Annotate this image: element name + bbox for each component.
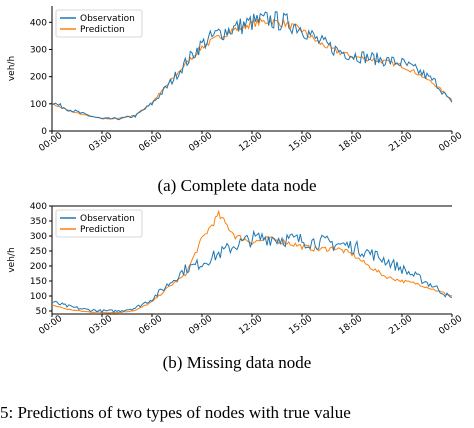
y-axis-label: veh/h xyxy=(7,247,17,272)
y-tick-label: 350 xyxy=(30,217,47,227)
y-tick-label: 400 xyxy=(30,18,47,28)
y-tick-label: 150 xyxy=(30,277,47,287)
series-line-observation xyxy=(51,229,453,314)
y-tick-label: 250 xyxy=(30,247,47,257)
y-tick-label: 200 xyxy=(30,262,47,272)
x-tick-label: 03:00 xyxy=(87,131,114,154)
x-tick-label: 12:00 xyxy=(237,314,264,337)
x-tick-label: 09:00 xyxy=(187,314,214,337)
x-tick-label: 00:00 xyxy=(37,314,64,337)
x-tick-label: 21:00 xyxy=(387,131,414,154)
caption-complete-data-node: (a) Complete data node xyxy=(157,176,317,195)
y-tick-label: 100 xyxy=(30,100,47,110)
legend-label-prediction: Prediction xyxy=(80,25,125,35)
y-tick-label: 100 xyxy=(30,292,47,302)
x-tick-label: 15:00 xyxy=(287,131,314,154)
x-tick-label: 15:00 xyxy=(287,314,314,337)
legend-box xyxy=(55,9,143,38)
y-tick-label: 50 xyxy=(36,307,48,317)
x-tick-label: 18:00 xyxy=(337,131,364,154)
series-line-observation xyxy=(51,11,453,121)
legend-label-observation: Observation xyxy=(80,14,135,24)
x-tick-label: 03:00 xyxy=(87,314,114,337)
y-tick-label: 300 xyxy=(30,45,47,55)
x-tick-label: 12:00 xyxy=(237,131,264,154)
legend-label-prediction: Prediction xyxy=(80,225,125,235)
figure-footer-text: 5: Predictions of two types of nodes wit… xyxy=(0,403,351,422)
y-tick-label: 300 xyxy=(30,232,47,242)
x-tick-label: 18:00 xyxy=(337,314,364,337)
series-line-prediction xyxy=(51,17,453,120)
legend-label-observation: Observation xyxy=(80,214,135,224)
legend-box xyxy=(55,209,143,238)
y-tick-label: 400 xyxy=(30,202,47,212)
y-tick-label: 200 xyxy=(30,73,47,83)
caption-missing-data-node: (b) Missing data node xyxy=(162,353,312,372)
x-tick-label: 06:00 xyxy=(137,131,164,154)
x-tick-label: 00:00 xyxy=(437,314,464,337)
x-tick-label: 00:00 xyxy=(437,131,464,154)
series-line-prediction xyxy=(52,209,453,314)
x-tick-label: 09:00 xyxy=(187,131,214,154)
y-tick-label: 0 xyxy=(41,127,47,137)
x-tick-label: 21:00 xyxy=(387,314,414,337)
x-tick-label: 06:00 xyxy=(137,314,164,337)
y-axis-label: veh/h xyxy=(7,56,17,81)
